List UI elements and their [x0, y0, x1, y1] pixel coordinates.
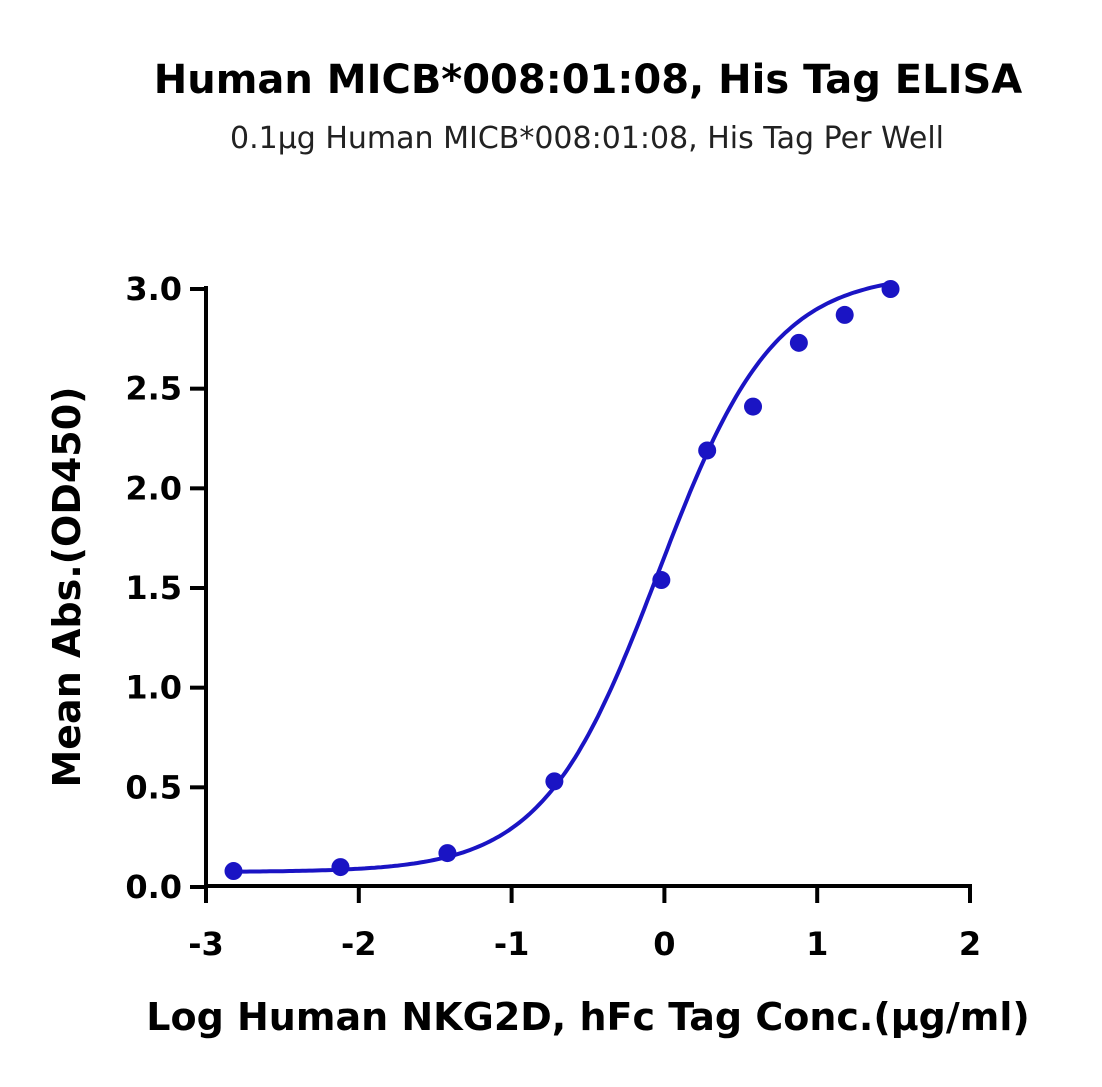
data-point — [224, 862, 243, 881]
x-axis-ticks: -3 -2 -1 0 1 2 — [188, 886, 981, 963]
y-tick-label: 2.0 — [125, 469, 182, 507]
x-tick-label: -3 — [188, 925, 224, 963]
x-tick-label: -1 — [494, 925, 530, 963]
y-tick-label: 1.0 — [125, 669, 182, 707]
data-point — [881, 280, 900, 298]
data-point — [835, 305, 854, 324]
data-point — [652, 571, 671, 590]
chart-title: Human MICB*008:01:08, His Tag ELISA — [154, 57, 1023, 103]
x-tick-label: -2 — [341, 925, 377, 963]
data-point — [744, 397, 763, 416]
y-axis-ticks: 0.0 0.5 1.0 1.5 2.0 2.5 3.0 — [125, 270, 206, 906]
x-tick-label: 1 — [806, 925, 828, 963]
data-points — [224, 280, 900, 881]
y-tick-label: 3.0 — [125, 270, 182, 308]
x-tick-label: 2 — [959, 925, 981, 963]
x-axis-title: Log Human NKG2D, hFc Tag Conc.(μg/ml) — [146, 995, 1029, 1039]
data-point — [331, 858, 350, 877]
data-point — [789, 333, 808, 352]
data-point — [545, 772, 564, 791]
y-tick-label: 0.0 — [125, 868, 182, 906]
y-tick-label: 1.5 — [125, 569, 182, 607]
chart-subtitle: 0.1μg Human MICB*008:01:08, His Tag Per … — [230, 121, 944, 156]
y-axis-title: Mean Abs.(OD450) — [45, 386, 89, 787]
x-tick-label: 0 — [653, 925, 675, 963]
data-point — [438, 844, 457, 863]
y-tick-label: 0.5 — [125, 768, 182, 806]
data-point — [698, 441, 717, 460]
y-tick-label: 2.5 — [125, 370, 182, 408]
